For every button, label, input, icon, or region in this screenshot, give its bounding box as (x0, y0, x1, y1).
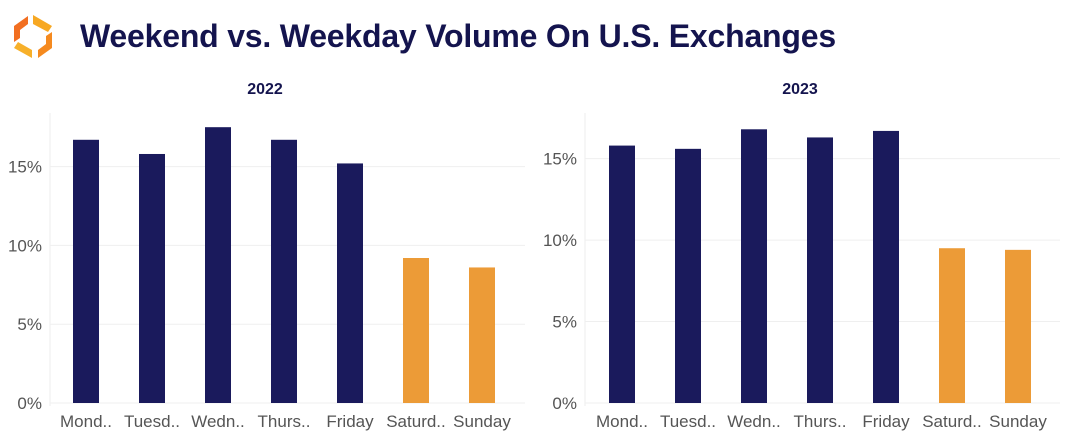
bar-sunday (469, 267, 495, 403)
bar-wedn (741, 129, 767, 404)
bar-wedn (205, 127, 231, 403)
x-tick-label: Friday (326, 412, 374, 431)
x-tick-label: Tuesd.. (660, 412, 716, 431)
x-tick-label: Friday (862, 412, 910, 431)
x-tick-label: Thurs.. (794, 412, 847, 431)
y-tick-label: 10% (543, 231, 577, 250)
x-tick-label: Wedn.. (191, 412, 245, 431)
y-tick-label: 0% (17, 394, 42, 413)
chart-title: 2023 (782, 81, 818, 98)
bar-tuesd (139, 153, 165, 403)
chart-title: 2022 (247, 81, 283, 98)
y-tick-label: 15% (543, 150, 577, 169)
x-tick-label: Sunday (989, 412, 1047, 431)
page-title: Weekend vs. Weekday Volume On U.S. Excha… (80, 18, 836, 54)
bar-mond (609, 145, 635, 403)
x-tick-label: Thurs.. (258, 412, 311, 431)
y-tick-label: 5% (552, 313, 577, 332)
x-tick-label: Tuesd.. (124, 412, 180, 431)
bar-thurs (807, 137, 833, 403)
x-tick-label: Saturd.. (386, 412, 446, 431)
bar-sunday (1005, 249, 1031, 403)
bar-mond (73, 139, 99, 404)
bar-tuesd (675, 148, 701, 403)
y-tick-label: 10% (8, 236, 42, 255)
bar-saturd (939, 248, 965, 403)
x-tick-label: Sunday (453, 412, 511, 431)
x-tick-label: Mond.. (596, 412, 648, 431)
y-tick-label: 15% (8, 158, 42, 177)
bar-saturd (403, 258, 429, 403)
x-tick-label: Saturd.. (922, 412, 982, 431)
x-tick-label: Wedn.. (727, 412, 781, 431)
x-tick-label: Mond.. (60, 412, 112, 431)
bar-friday (337, 163, 363, 403)
bar-friday (873, 130, 899, 404)
orange-hexagon-logo-icon (14, 15, 52, 58)
y-tick-label: 0% (552, 394, 577, 413)
y-tick-label: 5% (17, 315, 42, 334)
bar-thurs (271, 139, 297, 404)
